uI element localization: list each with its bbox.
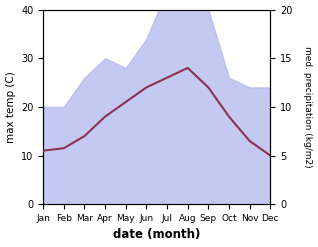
- X-axis label: date (month): date (month): [113, 228, 200, 242]
- Y-axis label: med. precipitation (kg/m2): med. precipitation (kg/m2): [303, 46, 313, 168]
- Y-axis label: max temp (C): max temp (C): [5, 71, 16, 143]
